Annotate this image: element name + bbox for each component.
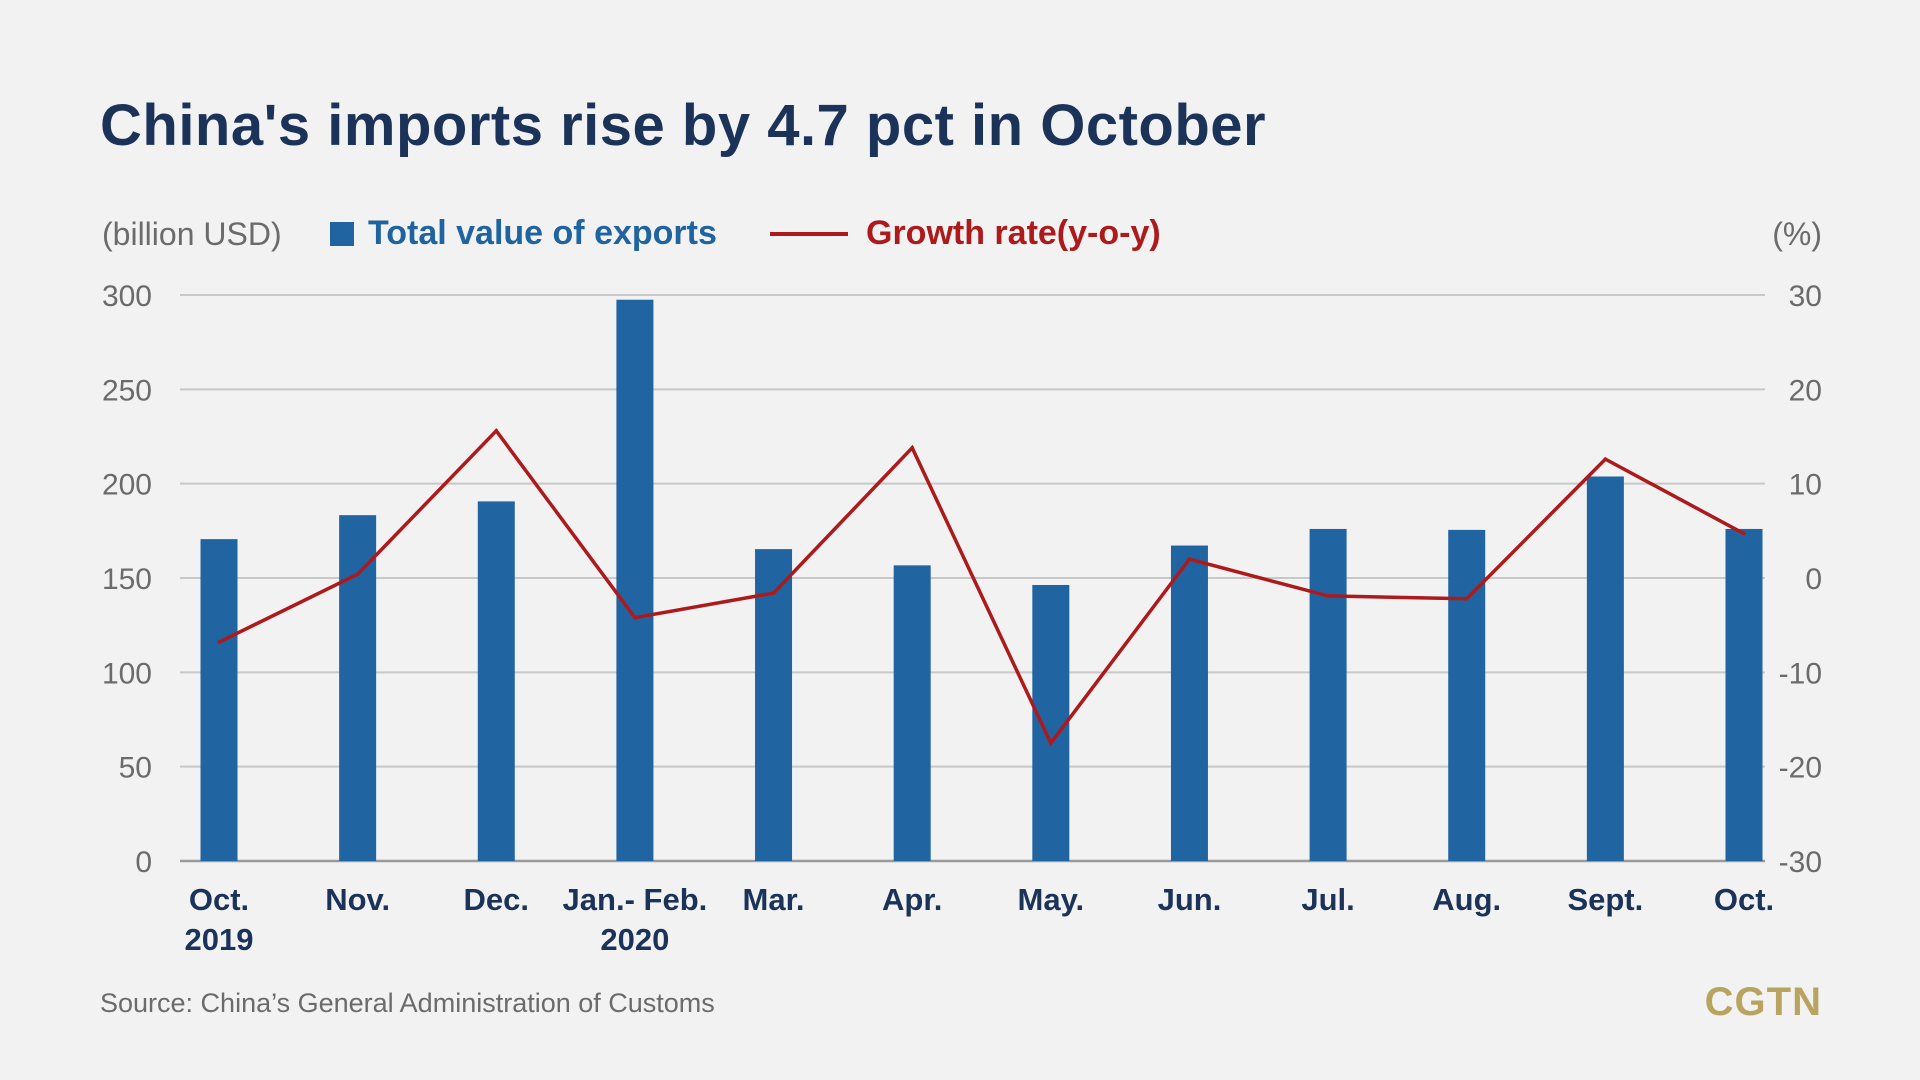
x-tick-label: Jul. — [1301, 882, 1354, 917]
legend-label-exports: Total value of exports — [368, 214, 717, 252]
bar — [1586, 476, 1624, 861]
y-left-tick-label: 0 — [135, 846, 152, 879]
x-tick-label: Sept. — [1567, 882, 1643, 917]
x-tick-label: Dec. — [464, 882, 529, 917]
legend-swatch-bar — [330, 221, 354, 246]
legend-item-growth: Growth rate(y-o-y) — [770, 214, 1161, 253]
right-axis-unit: (%) — [1772, 216, 1822, 252]
line-point — [1326, 594, 1330, 598]
y-left-tick-label: 150 — [102, 563, 152, 596]
bar — [1170, 545, 1208, 861]
y-right-tick-label: -10 — [1779, 657, 1822, 690]
legend-label-growth: Growth rate(y-o-y) — [866, 214, 1161, 252]
line-point — [1049, 741, 1053, 745]
line-point — [633, 615, 637, 620]
line-point — [217, 640, 221, 644]
line-point — [771, 591, 776, 595]
x-tick-label: Apr. — [882, 882, 942, 917]
bar — [1309, 528, 1347, 861]
line-point — [355, 572, 360, 577]
bar — [616, 299, 654, 861]
line-point — [494, 429, 499, 433]
y-right-tick-label: 0 — [1805, 563, 1822, 596]
x-tick-label: Nov. — [325, 882, 390, 917]
x-tick-sublabel: 2020 — [600, 922, 669, 957]
x-tick-label: May. — [1018, 882, 1085, 917]
line-point — [1603, 457, 1608, 461]
y-right-tick-label: 30 — [1789, 280, 1822, 313]
x-tick-sublabel: 2019 — [185, 922, 254, 957]
bar — [200, 539, 238, 861]
y-left-tick-label: 200 — [102, 469, 152, 502]
bar — [477, 501, 515, 861]
y-right-tick-label: -30 — [1779, 846, 1822, 879]
legend-item-exports: Total value of exports — [330, 214, 717, 253]
bar — [1725, 528, 1763, 861]
line-point — [1742, 531, 1746, 536]
y-right-tick-label: 10 — [1789, 469, 1822, 502]
y-left-tick-label: 250 — [102, 374, 152, 407]
y-right-tick-label: -20 — [1779, 752, 1822, 785]
x-tick-label: Jun. — [1158, 882, 1222, 917]
bar — [893, 565, 931, 861]
left-axis-unit: (billion USD) — [102, 216, 282, 252]
x-tick-label: Oct. — [1714, 882, 1774, 917]
bar — [1032, 584, 1070, 861]
y-left-tick-label: 300 — [102, 280, 152, 313]
x-tick-label: Aug. — [1432, 882, 1501, 917]
bar — [755, 549, 793, 861]
y-left-tick-label: 50 — [119, 752, 152, 785]
y-right-tick-label: 20 — [1789, 374, 1822, 407]
legend-swatch-line — [770, 231, 848, 236]
brand-logo: CGTN — [1704, 980, 1822, 1024]
x-tick-label: Oct. — [189, 882, 249, 917]
bar — [339, 515, 377, 861]
x-tick-label: Jan.- Feb. — [563, 882, 708, 917]
y-left-tick-label: 100 — [102, 657, 152, 690]
line-point — [1187, 557, 1192, 561]
chart-title: China's imports rise by 4.7 pct in Octob… — [100, 93, 1267, 158]
growth-line — [218, 428, 1745, 747]
bar — [1448, 529, 1486, 861]
line-point — [1464, 596, 1469, 601]
x-tick-label: Mar. — [743, 882, 805, 917]
line-point — [910, 446, 914, 450]
source-note: Source: China’s General Administration o… — [100, 988, 715, 1018]
